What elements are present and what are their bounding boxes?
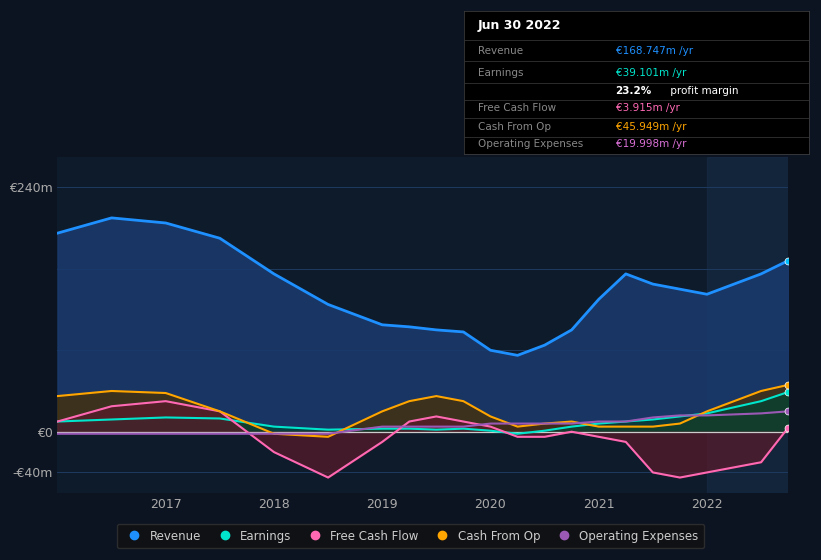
Text: Cash From Op: Cash From Op xyxy=(478,122,551,132)
Text: Jun 30 2022: Jun 30 2022 xyxy=(478,19,562,32)
Text: €39.101m /yr: €39.101m /yr xyxy=(616,68,686,78)
Text: Revenue: Revenue xyxy=(478,46,523,56)
Text: Earnings: Earnings xyxy=(478,68,523,78)
Bar xyxy=(707,157,788,493)
Text: 23.2%: 23.2% xyxy=(616,86,652,96)
Text: €19.998m /yr: €19.998m /yr xyxy=(616,139,686,149)
Text: €45.949m /yr: €45.949m /yr xyxy=(616,122,686,132)
Legend: Revenue, Earnings, Free Cash Flow, Cash From Op, Operating Expenses: Revenue, Earnings, Free Cash Flow, Cash … xyxy=(117,524,704,548)
Text: Operating Expenses: Operating Expenses xyxy=(478,139,583,149)
Text: profit margin: profit margin xyxy=(667,86,739,96)
Text: Free Cash Flow: Free Cash Flow xyxy=(478,103,556,113)
Text: €3.915m /yr: €3.915m /yr xyxy=(616,103,680,113)
Text: €168.747m /yr: €168.747m /yr xyxy=(616,46,693,56)
